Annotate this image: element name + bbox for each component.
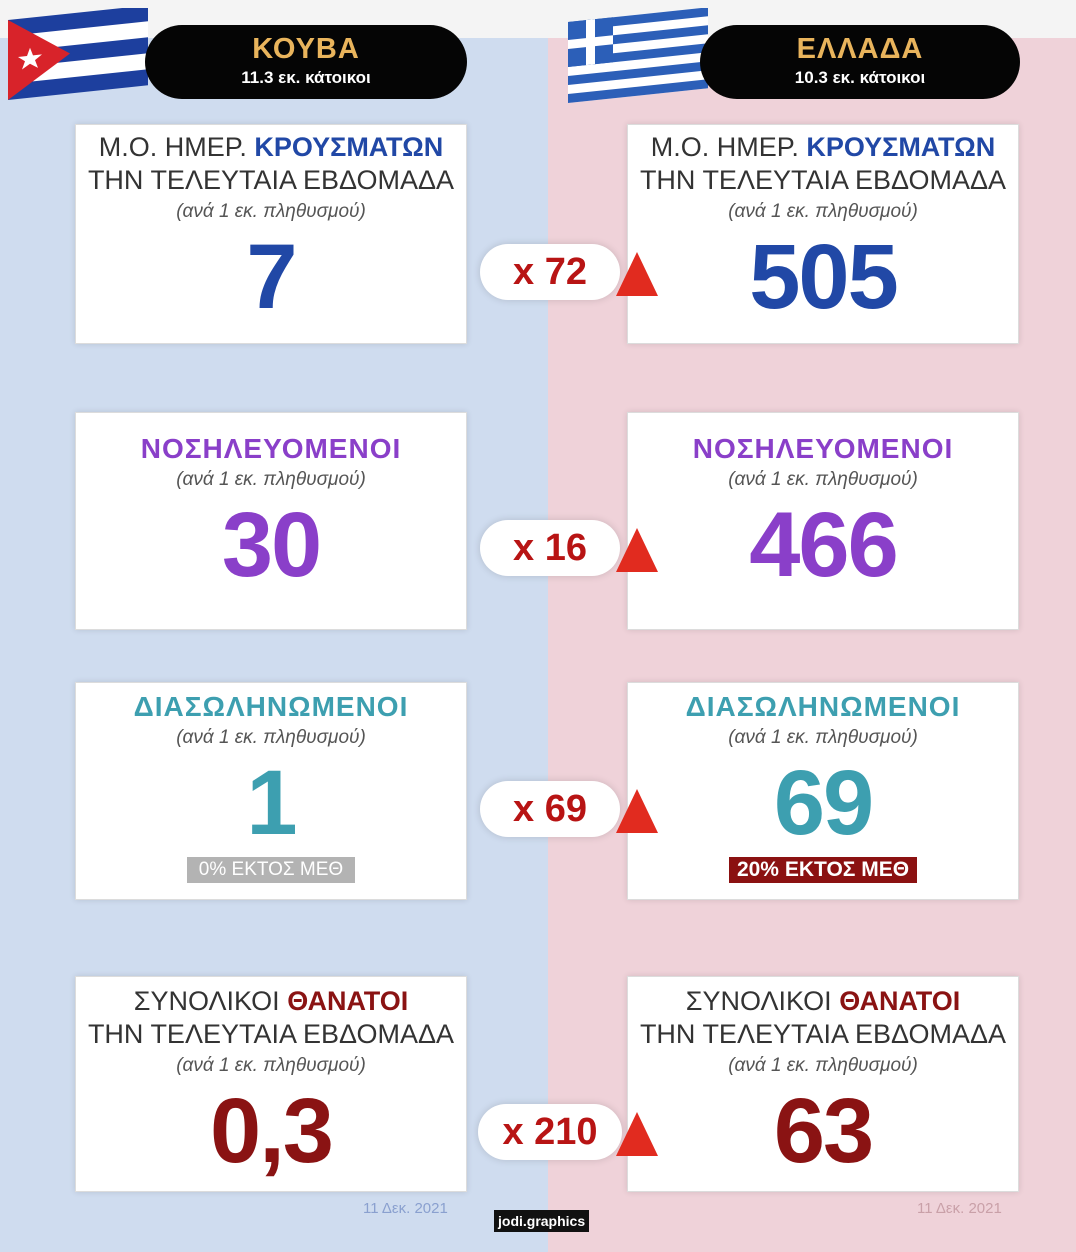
left-deaths-period: ΤΗΝ ΤΕΛΕΥΤΑΙΑ ΕΒΔΟΜΑΔΑ bbox=[87, 1019, 455, 1049]
left-cases-unit: (ανά 1 εκ. πληθυσμού) bbox=[176, 201, 366, 222]
right-intubated-value: 69 bbox=[773, 752, 874, 854]
intubated-multiplier: x 69 bbox=[480, 781, 620, 837]
left-deaths-card: ΣΥΝΟΛΙΚΟΙ ΘΑΝΑΤΟΙ ΤΗΝ ΤΕΛΕΥΤΑΙΑ ΕΒΔΟΜΑΔΑ… bbox=[75, 976, 467, 1192]
hospital-multiplier: x 16 bbox=[480, 520, 620, 576]
right-cases-period: ΤΗΝ ΤΕΛΕΥΤΑΙΑ ΕΒΔΟΜΑΔΑ bbox=[639, 165, 1007, 195]
left-country: ΚΟΥΒΑ bbox=[252, 33, 360, 65]
left-deaths-unit: (ανά 1 εκ. πληθυσμού) bbox=[176, 1055, 366, 1076]
right-hospital-title: ΝΟΣΗΛΕΥΟΜΕΝΟΙ bbox=[692, 433, 954, 464]
left-intubated-value: 1 bbox=[246, 752, 297, 854]
right-deaths-value: 63 bbox=[773, 1080, 874, 1182]
left-deaths-title: ΣΥΝΟΛΙΚΟΙ ΘΑΝΑΤΟΙ bbox=[133, 986, 409, 1016]
right-cases-title: Μ.Ο. ΗΜΕΡ. ΚΡΟΥΣΜΑΤΩΝ bbox=[650, 132, 996, 162]
right-intubated-card: ΔΙΑΣΩΛΗΝΩΜΕΝΟΙ (ανά 1 εκ. πληθυσμού) 69 … bbox=[627, 682, 1019, 900]
left-header: ΚΟΥΒΑ 11.3 εκ. κάτοικοι bbox=[145, 25, 467, 99]
intubated-up-arrow-icon bbox=[616, 789, 658, 833]
left-hospital-card: ΝΟΣΗΛΕΥΟΜΕΝΟΙ (ανά 1 εκ. πληθυσμού) 30 bbox=[75, 412, 467, 630]
right-deaths-title: ΣΥΝΟΛΙΚΟΙ ΘΑΝΑΤΟΙ bbox=[685, 986, 961, 1016]
right-hospital-unit: (ανά 1 εκ. πληθυσμού) bbox=[728, 469, 918, 490]
right-hospital-value: 466 bbox=[749, 494, 899, 596]
cases-multiplier: x 72 bbox=[480, 244, 620, 300]
right-population: 10.3 εκ. κάτοικοι bbox=[794, 68, 926, 87]
left-outside-icu-badge: 0% ΕΚΤΟΣ ΜΕΘ bbox=[186, 857, 356, 883]
right-hospital-card: ΝΟΣΗΛΕΥΟΜΕΝΟΙ (ανά 1 εκ. πληθυσμού) 466 bbox=[627, 412, 1019, 630]
right-intubated-unit: (ανά 1 εκ. πληθυσμού) bbox=[728, 727, 918, 748]
deaths-multiplier: x 210 bbox=[478, 1104, 622, 1160]
left-hospital-value: 30 bbox=[221, 494, 322, 596]
left-intubated-title: ΔΙΑΣΩΛΗΝΩΜΕΝΟΙ bbox=[133, 691, 409, 722]
right-deaths-card: ΣΥΝΟΛΙΚΟΙ ΘΑΝΑΤΟΙ ΤΗΝ ΤΕΛΕΥΤΑΙΑ ΕΒΔΟΜΑΔΑ… bbox=[627, 976, 1019, 1192]
left-date: 11 Δεκ. 2021 bbox=[363, 1200, 448, 1217]
right-deaths-unit: (ανά 1 εκ. πληθυσμού) bbox=[728, 1055, 918, 1076]
left-cases-period: ΤΗΝ ΤΕΛΕΥΤΑΙΑ ΕΒΔΟΜΑΔΑ bbox=[87, 165, 455, 195]
cuba-flag-icon bbox=[8, 8, 148, 100]
right-country: ΕΛΛΑΔΑ bbox=[796, 33, 924, 65]
right-intubated-title: ΔΙΑΣΩΛΗΝΩΜΕΝΟΙ bbox=[685, 691, 961, 722]
left-cases-title: Μ.Ο. ΗΜΕΡ. ΚΡΟΥΣΜΑΤΩΝ bbox=[98, 132, 444, 162]
right-header: ΕΛΛΑΔΑ 10.3 εκ. κάτοικοι bbox=[700, 25, 1020, 99]
right-cases-value: 505 bbox=[749, 226, 899, 328]
left-cases-value: 7 bbox=[246, 226, 297, 328]
left-intubated-unit: (ανά 1 εκ. πληθυσμού) bbox=[176, 727, 366, 748]
left-population: 11.3 εκ. κάτοικοι bbox=[241, 68, 371, 87]
left-intubated-card: ΔΙΑΣΩΛΗΝΩΜΕΝΟΙ (ανά 1 εκ. πληθυσμού) 1 0… bbox=[75, 682, 467, 900]
cases-up-arrow-icon bbox=[616, 252, 658, 296]
left-deaths-value: 0,3 bbox=[210, 1080, 334, 1182]
right-cases-unit: (ανά 1 εκ. πληθυσμού) bbox=[728, 201, 918, 222]
left-hospital-unit: (ανά 1 εκ. πληθυσμού) bbox=[176, 469, 366, 490]
left-cases-card: Μ.Ο. ΗΜΕΡ. ΚΡΟΥΣΜΑΤΩΝ ΤΗΝ ΤΕΛΕΥΤΑΙΑ ΕΒΔΟ… bbox=[75, 124, 467, 344]
left-hospital-title: ΝΟΣΗΛΕΥΟΜΕΝΟΙ bbox=[140, 433, 402, 464]
right-date: 11 Δεκ. 2021 bbox=[917, 1200, 1002, 1217]
deaths-up-arrow-icon bbox=[616, 1112, 658, 1156]
credit-label: jodi.graphics bbox=[494, 1210, 590, 1232]
right-deaths-period: ΤΗΝ ΤΕΛΕΥΤΑΙΑ ΕΒΔΟΜΑΔΑ bbox=[639, 1019, 1007, 1049]
hospital-up-arrow-icon bbox=[616, 528, 658, 572]
right-outside-icu-badge: 20% ΕΚΤΟΣ ΜΕΘ bbox=[728, 857, 918, 883]
right-cases-card: Μ.Ο. ΗΜΕΡ. ΚΡΟΥΣΜΑΤΩΝ ΤΗΝ ΤΕΛΕΥΤΑΙΑ ΕΒΔΟ… bbox=[627, 124, 1019, 344]
greece-flag-icon bbox=[568, 8, 708, 103]
